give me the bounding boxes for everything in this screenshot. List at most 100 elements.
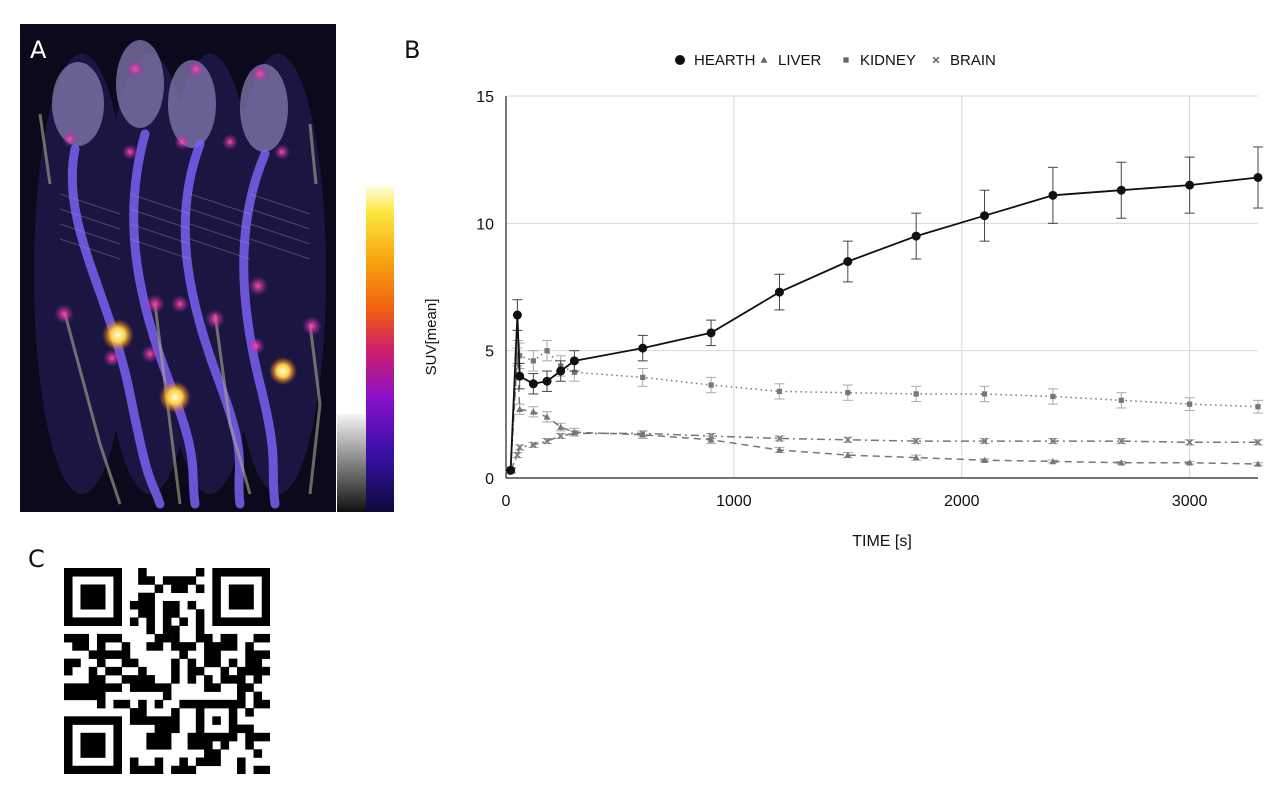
qr-module xyxy=(253,633,263,643)
qr-module xyxy=(245,600,254,610)
qr-module xyxy=(179,650,188,659)
qr-module xyxy=(220,617,230,626)
data-point xyxy=(1185,180,1195,190)
qr-module xyxy=(64,584,73,594)
data-point xyxy=(912,437,920,445)
qr-module xyxy=(253,691,263,701)
qr-module xyxy=(64,724,73,734)
qr-module xyxy=(113,699,122,709)
qr-module xyxy=(154,765,164,774)
qr-module xyxy=(64,617,73,626)
qr-module xyxy=(162,741,172,750)
qr-module xyxy=(154,642,164,651)
qr-module xyxy=(253,658,263,668)
qr-module xyxy=(212,576,221,585)
qr-module xyxy=(64,691,73,701)
suv-time-chart: HEARTH LIVER KIDNEY BRAIN 0 5 10 15 0 1000 2000 30… xyxy=(423,52,1263,550)
qr-module xyxy=(162,609,172,618)
data-point xyxy=(776,388,783,395)
qr-module xyxy=(212,757,221,767)
data-point xyxy=(1049,437,1057,445)
data-point xyxy=(843,57,849,63)
data-point xyxy=(981,456,989,463)
qr-module xyxy=(64,633,73,643)
data-point xyxy=(516,405,524,413)
qr-module xyxy=(88,568,98,577)
qr-module xyxy=(113,749,122,758)
data-point xyxy=(1048,190,1058,200)
qr-module xyxy=(179,642,188,651)
qr-module xyxy=(179,617,188,626)
data-point xyxy=(981,391,988,397)
qr-module xyxy=(212,650,221,659)
qr-module xyxy=(96,633,106,643)
chart-axes xyxy=(505,96,1258,479)
qr-module xyxy=(96,716,106,725)
qr-module xyxy=(80,617,90,626)
qr-module xyxy=(121,650,131,659)
qr-module xyxy=(212,732,221,742)
data-point xyxy=(1187,401,1193,407)
qr-module xyxy=(228,600,238,610)
qr-module xyxy=(162,683,172,692)
qr-module xyxy=(96,568,106,577)
qr-module xyxy=(253,666,263,676)
qr-module xyxy=(64,576,73,585)
qr-module xyxy=(72,633,81,643)
data-point xyxy=(1254,460,1262,467)
qr-module xyxy=(138,683,147,692)
qr-module xyxy=(138,592,147,602)
qr-module xyxy=(212,683,221,692)
qr-module xyxy=(154,741,164,750)
data-point xyxy=(1254,439,1262,446)
qr-module xyxy=(146,576,155,585)
qr-module xyxy=(237,617,246,626)
series-line xyxy=(509,432,1258,471)
qr-module xyxy=(245,741,254,750)
qr-module xyxy=(88,592,98,602)
series-liver xyxy=(505,347,1263,474)
qr-module xyxy=(105,683,114,692)
qr-module xyxy=(113,757,122,767)
data-point xyxy=(1117,437,1125,445)
qr-module xyxy=(171,658,180,668)
qr-module xyxy=(187,732,197,742)
x-tick-label: 3000 xyxy=(1172,493,1208,510)
qr-module xyxy=(237,568,246,577)
qr-module xyxy=(162,633,172,643)
qr-module xyxy=(253,749,263,758)
qr-module xyxy=(64,765,73,774)
qr-module xyxy=(113,617,122,626)
qr-module xyxy=(96,650,106,659)
qr-module xyxy=(88,650,98,659)
qr-module xyxy=(253,765,263,774)
data-point xyxy=(640,374,646,381)
qr-module xyxy=(129,675,139,684)
chart-grid xyxy=(505,95,1258,479)
qr-module xyxy=(228,642,238,651)
data-point xyxy=(514,451,521,459)
data-point xyxy=(529,408,537,415)
qr-module xyxy=(204,650,213,659)
data-point xyxy=(506,465,516,475)
qr-module xyxy=(237,666,246,676)
data-point xyxy=(775,446,783,453)
qr-module xyxy=(138,716,147,725)
qr-module xyxy=(245,650,254,659)
qr-module xyxy=(88,617,98,626)
qr-module xyxy=(138,765,147,774)
y-axis-label: SUV[mean] xyxy=(423,299,440,376)
qr-module xyxy=(212,584,221,594)
qr-module xyxy=(96,683,106,692)
legend-label: HEARTH xyxy=(694,52,755,69)
series-hearth xyxy=(505,146,1263,475)
qr-module xyxy=(88,732,98,742)
qr-module xyxy=(88,675,98,684)
qr-module xyxy=(113,765,122,774)
qr-module xyxy=(261,592,270,602)
legend-label: BRAIN xyxy=(950,52,996,69)
qr-module xyxy=(261,584,270,594)
qr-module xyxy=(138,666,147,676)
qr-module xyxy=(261,732,270,742)
qr-module xyxy=(171,642,180,651)
